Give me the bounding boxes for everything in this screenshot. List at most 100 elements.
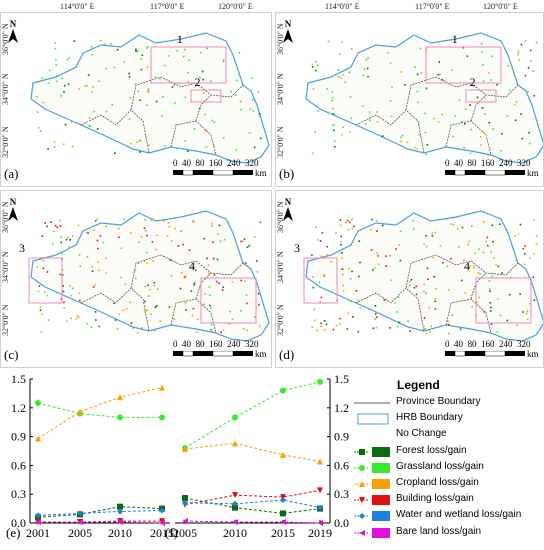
change-pixel — [46, 271, 49, 273]
change-pixel — [376, 111, 378, 113]
change-pixel — [335, 324, 338, 327]
change-pixel — [424, 131, 427, 134]
change-pixel — [457, 246, 460, 248]
change-pixel — [152, 260, 155, 262]
change-pixel — [208, 272, 210, 275]
panel-label: (d) — [279, 347, 295, 362]
change-pixel — [180, 230, 183, 232]
change-pixel — [193, 128, 196, 130]
change-pixel — [490, 323, 493, 325]
change-pixel — [342, 284, 345, 287]
change-pixel — [532, 70, 534, 73]
change-pixel — [168, 225, 171, 228]
change-pixel — [434, 300, 437, 303]
change-pixel — [417, 101, 419, 104]
change-pixel — [154, 76, 157, 78]
change-pixel — [348, 221, 351, 224]
change-pixel — [501, 132, 503, 135]
change-pixel — [60, 236, 62, 238]
change-pixel — [258, 113, 261, 115]
data-point — [182, 446, 188, 453]
change-pixel — [396, 311, 398, 313]
change-pixel — [170, 274, 173, 277]
change-pixel — [132, 327, 134, 330]
y-tick-label: 0.9 — [11, 430, 26, 444]
change-pixel — [524, 74, 527, 77]
change-pixel — [63, 307, 65, 309]
coord-label: 114°0'0" E — [325, 2, 360, 11]
y-tick-label: 1.2 — [334, 401, 349, 415]
change-pixel — [376, 230, 378, 232]
change-pixel — [56, 80, 58, 83]
data-point — [317, 487, 323, 494]
change-pixel — [118, 227, 120, 230]
data-point — [77, 408, 83, 415]
change-pixel — [516, 324, 518, 326]
coord-label: 117°0'0" E — [150, 2, 185, 11]
change-pixel — [471, 306, 473, 308]
change-pixel — [257, 91, 260, 93]
change-pixel — [470, 225, 473, 227]
change-pixel — [478, 296, 481, 299]
change-pixel — [495, 263, 497, 266]
change-pixel — [345, 221, 347, 224]
change-pixel — [104, 43, 107, 45]
change-pixel — [92, 86, 94, 88]
change-pixel — [412, 220, 415, 222]
change-pixel — [86, 84, 88, 87]
north-arrow-icon: N — [282, 19, 294, 45]
change-pixel — [520, 43, 523, 46]
change-pixel — [113, 302, 115, 305]
change-pixel — [312, 275, 314, 278]
change-pixel — [137, 262, 140, 265]
scale-bar: 0 40 80 160 240 320 km — [445, 158, 539, 178]
x-tick-label: 2010 — [108, 526, 132, 540]
change-pixel — [37, 126, 40, 129]
change-pixel — [36, 96, 38, 98]
change-pixel — [246, 302, 248, 305]
change-pixel — [212, 241, 214, 244]
change-pixel — [525, 312, 528, 315]
data-point — [35, 435, 41, 442]
change-pixel — [486, 236, 489, 239]
data-point — [232, 492, 238, 499]
change-pixel — [155, 248, 157, 251]
change-pixel — [187, 72, 189, 74]
change-pixel — [209, 294, 211, 296]
change-pixel — [188, 59, 190, 61]
change-pixel — [397, 296, 400, 299]
change-pixel — [330, 260, 332, 263]
change-pixel — [140, 68, 143, 71]
series-line — [184, 499, 321, 509]
change-pixel — [245, 262, 247, 264]
change-pixel — [120, 247, 123, 250]
change-pixel — [123, 218, 125, 221]
coord-label: 120°0'0" E — [483, 2, 518, 11]
change-pixel — [71, 287, 74, 290]
change-pixel — [488, 288, 491, 290]
data-point — [117, 394, 123, 401]
change-pixel — [469, 152, 472, 155]
change-pixel — [55, 75, 58, 77]
change-pixel — [381, 135, 384, 137]
chart-panel-label: (e) — [6, 525, 20, 540]
change-pixel — [455, 148, 458, 150]
change-pixel — [533, 94, 536, 97]
change-pixel — [185, 275, 187, 278]
change-pixel — [362, 74, 365, 77]
change-pixel — [215, 280, 218, 283]
change-pixel — [385, 265, 388, 267]
change-pixel — [156, 288, 159, 290]
change-pixel — [496, 331, 499, 333]
data-point — [35, 519, 41, 526]
province-boundary — [355, 287, 425, 332]
legend-swatch — [354, 462, 390, 473]
x-tick-label: 2005 — [173, 526, 197, 540]
change-pixel — [187, 81, 189, 83]
change-pixel — [450, 257, 452, 260]
change-pixel — [44, 291, 46, 294]
change-pixel — [414, 146, 417, 149]
change-pixel — [77, 316, 80, 319]
change-pixel — [517, 233, 520, 236]
change-pixel — [408, 284, 411, 287]
